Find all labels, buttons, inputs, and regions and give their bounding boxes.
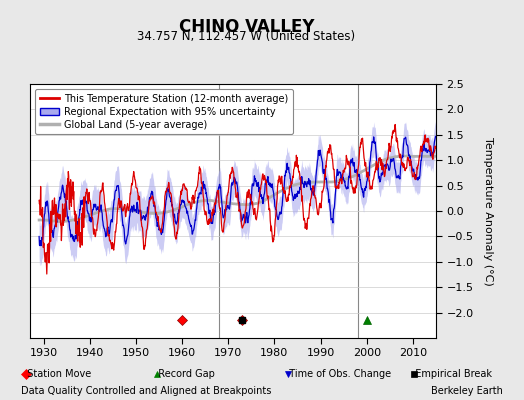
Text: 34.757 N, 112.457 W (United States): 34.757 N, 112.457 W (United States) [137, 30, 355, 43]
Text: Berkeley Earth: Berkeley Earth [431, 386, 503, 396]
Text: CHINO VALLEY: CHINO VALLEY [179, 18, 314, 36]
Legend: This Temperature Station (12-month average), Regional Expectation with 95% uncer: This Temperature Station (12-month avera… [35, 89, 293, 134]
Y-axis label: Temperature Anomaly (°C): Temperature Anomaly (°C) [483, 137, 493, 285]
Text: Record Gap: Record Gap [152, 369, 215, 379]
Text: Time of Obs. Change: Time of Obs. Change [283, 369, 391, 379]
Text: Station Move: Station Move [21, 369, 91, 379]
Text: Data Quality Controlled and Aligned at Breakpoints: Data Quality Controlled and Aligned at B… [21, 386, 271, 396]
Text: Empirical Break: Empirical Break [409, 369, 492, 379]
